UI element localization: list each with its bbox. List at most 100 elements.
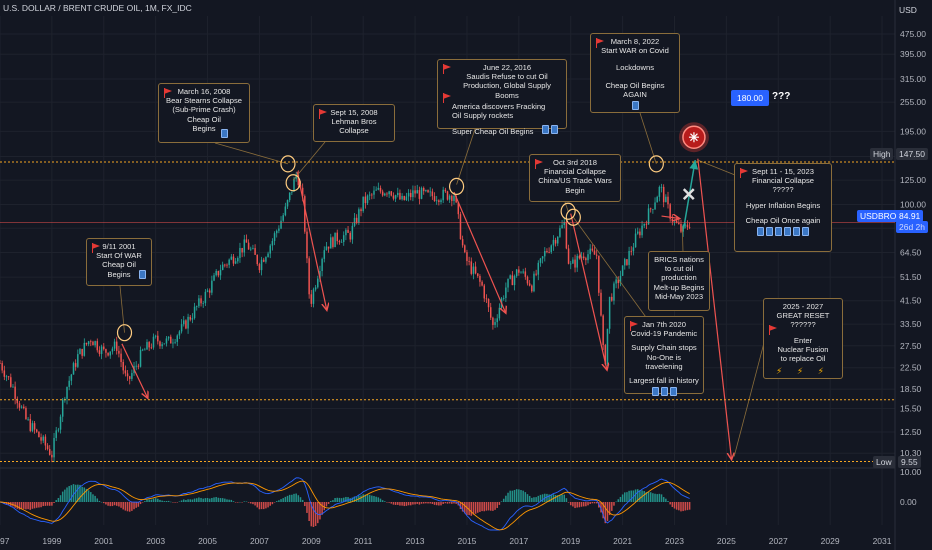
candle-body [204, 291, 207, 304]
macd-bar [232, 501, 235, 502]
oil-barrel-icon [775, 227, 782, 237]
x-tick-label: 2031 [873, 536, 892, 546]
candle-body [0, 362, 1, 364]
candle-body [425, 190, 427, 192]
candle-body [485, 298, 488, 300]
macd-bar [291, 494, 293, 502]
y-tick-label: 10.30 [900, 448, 922, 458]
macd-bar [239, 501, 241, 503]
candle-body [61, 399, 64, 417]
macd-bar [604, 502, 607, 524]
candle-body [355, 217, 358, 223]
candle-body [77, 354, 79, 367]
candle-body [18, 403, 21, 408]
current-value: 84.91 [896, 210, 924, 222]
oil-barrel-icon [784, 227, 791, 237]
macd-bar [245, 501, 248, 503]
candle-body [135, 365, 137, 367]
candle-body [628, 250, 630, 265]
candle-body [152, 336, 155, 348]
candle-body [381, 191, 384, 196]
macd-bar [399, 502, 401, 506]
candle-body [546, 251, 548, 253]
annotation-war2022: March 8, 2022 Start WAR on Covid Lockdown… [590, 33, 680, 113]
candle-body [336, 232, 339, 242]
macd-bar [407, 502, 410, 506]
macd-bar [113, 502, 116, 506]
y-tick-label: 33.50 [900, 319, 922, 329]
candle-body [323, 250, 326, 259]
candle-body [569, 263, 572, 265]
candle-body [479, 275, 481, 282]
candle-body [403, 196, 406, 200]
candle-body [377, 187, 380, 190]
macd-bar [42, 502, 44, 507]
macd-bar [431, 502, 434, 504]
y-tick-label: 27.50 [900, 341, 922, 351]
annotation-sept2023: Sept 11 - 15, 2023 Financial Collapse ???… [734, 163, 832, 252]
flag-icon [443, 93, 451, 103]
y-tick-label: 475.00 [900, 29, 926, 39]
axis-currency: USD [899, 5, 917, 15]
macd-bar [658, 493, 661, 502]
macd-bar [40, 502, 42, 508]
macd-bar [206, 498, 209, 502]
macd-bar [466, 502, 468, 515]
candle-body [159, 341, 161, 347]
candle-body [578, 255, 581, 259]
candle-body [416, 190, 418, 194]
candle-body [660, 186, 663, 188]
candle-body [412, 190, 414, 198]
current-symbol[interactable]: USDBRO [857, 210, 900, 222]
annotation-lehman: Sept 15, 2008 Lehman Bros Collapse [313, 104, 395, 142]
macd-bar [321, 502, 323, 515]
x-tick-label: 2025 [717, 536, 736, 546]
macd-bar [671, 502, 674, 507]
candle-body [524, 271, 527, 277]
macd-bar [94, 495, 96, 502]
highlight-circle [285, 174, 301, 192]
macd-bar [27, 502, 29, 510]
x-tick-label: 2013 [406, 536, 425, 546]
macd-bar [31, 502, 34, 509]
candle-body [362, 196, 364, 212]
burst-icon [688, 132, 699, 143]
macd-bar [269, 502, 271, 506]
candle-body [144, 349, 146, 351]
candle-body [217, 270, 220, 276]
macd-bar [115, 502, 118, 506]
candle-body [665, 196, 667, 203]
macd-bar [189, 499, 191, 502]
candle-body [686, 224, 689, 228]
macd-bar [636, 489, 639, 502]
macd-bar [70, 485, 73, 502]
macd-bar [559, 494, 561, 502]
y-tick-label: 22.50 [900, 363, 922, 373]
macd-bar [563, 494, 565, 502]
x-tick-label: 2011 [354, 536, 373, 546]
oil-barrel-icon [802, 227, 809, 237]
candle-body [678, 222, 680, 224]
macd-bar [237, 502, 239, 503]
macd-bar [585, 502, 587, 507]
macd-bar [401, 502, 403, 506]
macd-bar [280, 499, 282, 502]
candle-body [474, 266, 477, 274]
candle-body [176, 335, 179, 342]
candle-body [124, 370, 127, 374]
y-tick-label: 395.00 [900, 49, 926, 59]
candle-body [636, 231, 639, 234]
candle-body [371, 194, 373, 196]
macd-bar [524, 492, 527, 502]
y-tick-label: 255.00 [900, 97, 926, 107]
macd-bar [146, 499, 148, 502]
macd-bar [258, 502, 261, 510]
candle-body [12, 386, 14, 388]
candle-body [293, 178, 295, 192]
candle-body [444, 189, 447, 192]
down-arrow [121, 343, 148, 399]
candle-body [567, 248, 570, 264]
candles [0, 170, 691, 463]
candle-body [165, 338, 168, 344]
